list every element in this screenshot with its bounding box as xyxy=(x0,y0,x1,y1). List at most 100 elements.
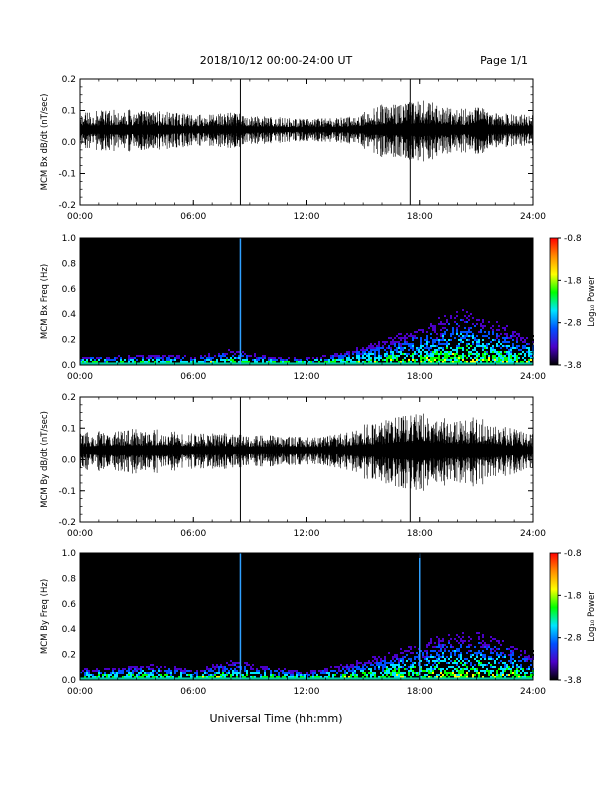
y-tick-label: 0.2 xyxy=(62,336,76,346)
spectrogram-cell xyxy=(512,335,514,337)
spectrogram-cell xyxy=(416,353,418,355)
spectrogram-cell xyxy=(274,357,276,359)
spectrogram-cell xyxy=(434,353,436,355)
spectrogram-cell xyxy=(454,674,456,676)
spectrogram-cell xyxy=(142,353,144,355)
spectrogram-cell xyxy=(288,361,290,363)
spectrogram-cell xyxy=(390,343,392,345)
spectrogram-cell xyxy=(288,670,290,672)
spectrogram-cell xyxy=(302,676,304,678)
spectrogram-cell xyxy=(140,668,142,670)
spectrogram-cell xyxy=(516,644,518,646)
spectrogram-cell xyxy=(482,327,484,329)
spectrogram-cell xyxy=(486,345,488,347)
spectrogram-cell xyxy=(146,664,148,666)
spectrogram-cell xyxy=(310,670,312,672)
spectrogram-cell xyxy=(154,357,156,359)
spectrogram-cell xyxy=(356,361,358,363)
spectrogram-cell xyxy=(480,664,482,666)
spectrogram-cell xyxy=(384,341,386,343)
spectrogram-cell xyxy=(432,329,434,331)
spectrogram-cell xyxy=(474,670,476,672)
spectrogram-cell xyxy=(486,359,488,361)
spectrogram-cell xyxy=(82,355,84,357)
spectrogram-cell xyxy=(250,672,252,674)
spectrogram-cell xyxy=(394,329,396,331)
spectrogram-cell xyxy=(510,670,512,672)
spectrogram-cell xyxy=(482,656,484,658)
spectrogram-cell xyxy=(244,668,246,670)
spectrogram-cell xyxy=(458,656,460,658)
spectrogram-cell xyxy=(498,642,500,644)
spectrogram-cell xyxy=(428,359,430,361)
spectrogram-cell xyxy=(384,337,386,339)
spectrogram-cell xyxy=(426,343,428,345)
spectrogram-cell xyxy=(502,668,504,670)
spectrogram-cell xyxy=(426,644,428,646)
spectrogram-cell xyxy=(478,652,480,654)
spectrogram-cell xyxy=(246,662,248,664)
spectrogram-cell xyxy=(372,664,374,666)
spectrogram-cell xyxy=(432,325,434,327)
spectrogram-cell xyxy=(264,662,266,664)
spectrogram-cell xyxy=(432,311,434,313)
spectrogram-cell xyxy=(460,652,462,654)
spectrogram-cell xyxy=(336,353,338,355)
spectrogram-cell xyxy=(446,672,448,674)
spectrogram-cell xyxy=(498,353,500,355)
spectrogram-cell xyxy=(246,674,248,676)
spectrogram-cell xyxy=(394,670,396,672)
spectrogram-cell xyxy=(220,676,222,678)
spectrogram-cell xyxy=(116,361,118,363)
spectrogram-cell xyxy=(314,670,316,672)
spectrogram-cell xyxy=(526,337,528,339)
spectrogram-cell xyxy=(406,668,408,670)
spectrogram-cell xyxy=(334,351,336,353)
spectrogram-cell xyxy=(170,676,172,678)
spectrogram-cell xyxy=(256,361,258,363)
spectrogram-cell xyxy=(408,670,410,672)
spectrogram-cell xyxy=(498,654,500,656)
spectrogram-cell xyxy=(462,626,464,628)
spectrogram-cell xyxy=(166,674,168,676)
spectrogram-cell xyxy=(410,664,412,666)
spectrogram-cell xyxy=(462,353,464,355)
spectrogram-cell xyxy=(446,622,448,624)
spectrogram-cell xyxy=(164,361,166,363)
spectrogram-cell xyxy=(502,355,504,357)
spectrogram-cell xyxy=(422,670,424,672)
spectrogram-cell xyxy=(242,349,244,351)
spectrogram-cell xyxy=(82,670,84,672)
spectrogram-cell xyxy=(456,323,458,325)
spectrogram-cell xyxy=(462,355,464,357)
spectrogram-cell xyxy=(400,666,402,668)
spectrogram-cell xyxy=(226,674,228,676)
spectrogram-cell xyxy=(506,359,508,361)
spectrogram-cell xyxy=(456,670,458,672)
spectrogram-cell xyxy=(390,331,392,333)
spectrogram-cell xyxy=(474,339,476,341)
spectrogram-cell xyxy=(392,674,394,676)
spectrogram-cell xyxy=(508,359,510,361)
spectrogram-cell xyxy=(470,654,472,656)
spectrogram-cell xyxy=(454,668,456,670)
spectrogram-cell xyxy=(288,676,290,678)
spectrogram-cell xyxy=(480,323,482,325)
spectrogram-cell xyxy=(492,648,494,650)
spectrogram-cell xyxy=(410,660,412,662)
spectrogram-cell xyxy=(86,668,88,670)
spectrogram-cell xyxy=(168,664,170,666)
spectrogram-cell xyxy=(518,670,520,672)
spectrogram-cell xyxy=(132,670,134,672)
spectrogram-cell xyxy=(528,676,530,678)
spectrogram-cell xyxy=(136,666,138,668)
spectrogram-cell xyxy=(348,353,350,355)
spectrogram-cell xyxy=(120,357,122,359)
spectrogram-cell xyxy=(434,666,436,668)
spectrogram-cell xyxy=(462,347,464,349)
spectrogram-cell xyxy=(244,658,246,660)
spectrogram-cell xyxy=(362,666,364,668)
spectrogram-cell xyxy=(340,361,342,363)
spectrogram-cell xyxy=(512,345,514,347)
spectrogram-cell xyxy=(102,676,104,678)
